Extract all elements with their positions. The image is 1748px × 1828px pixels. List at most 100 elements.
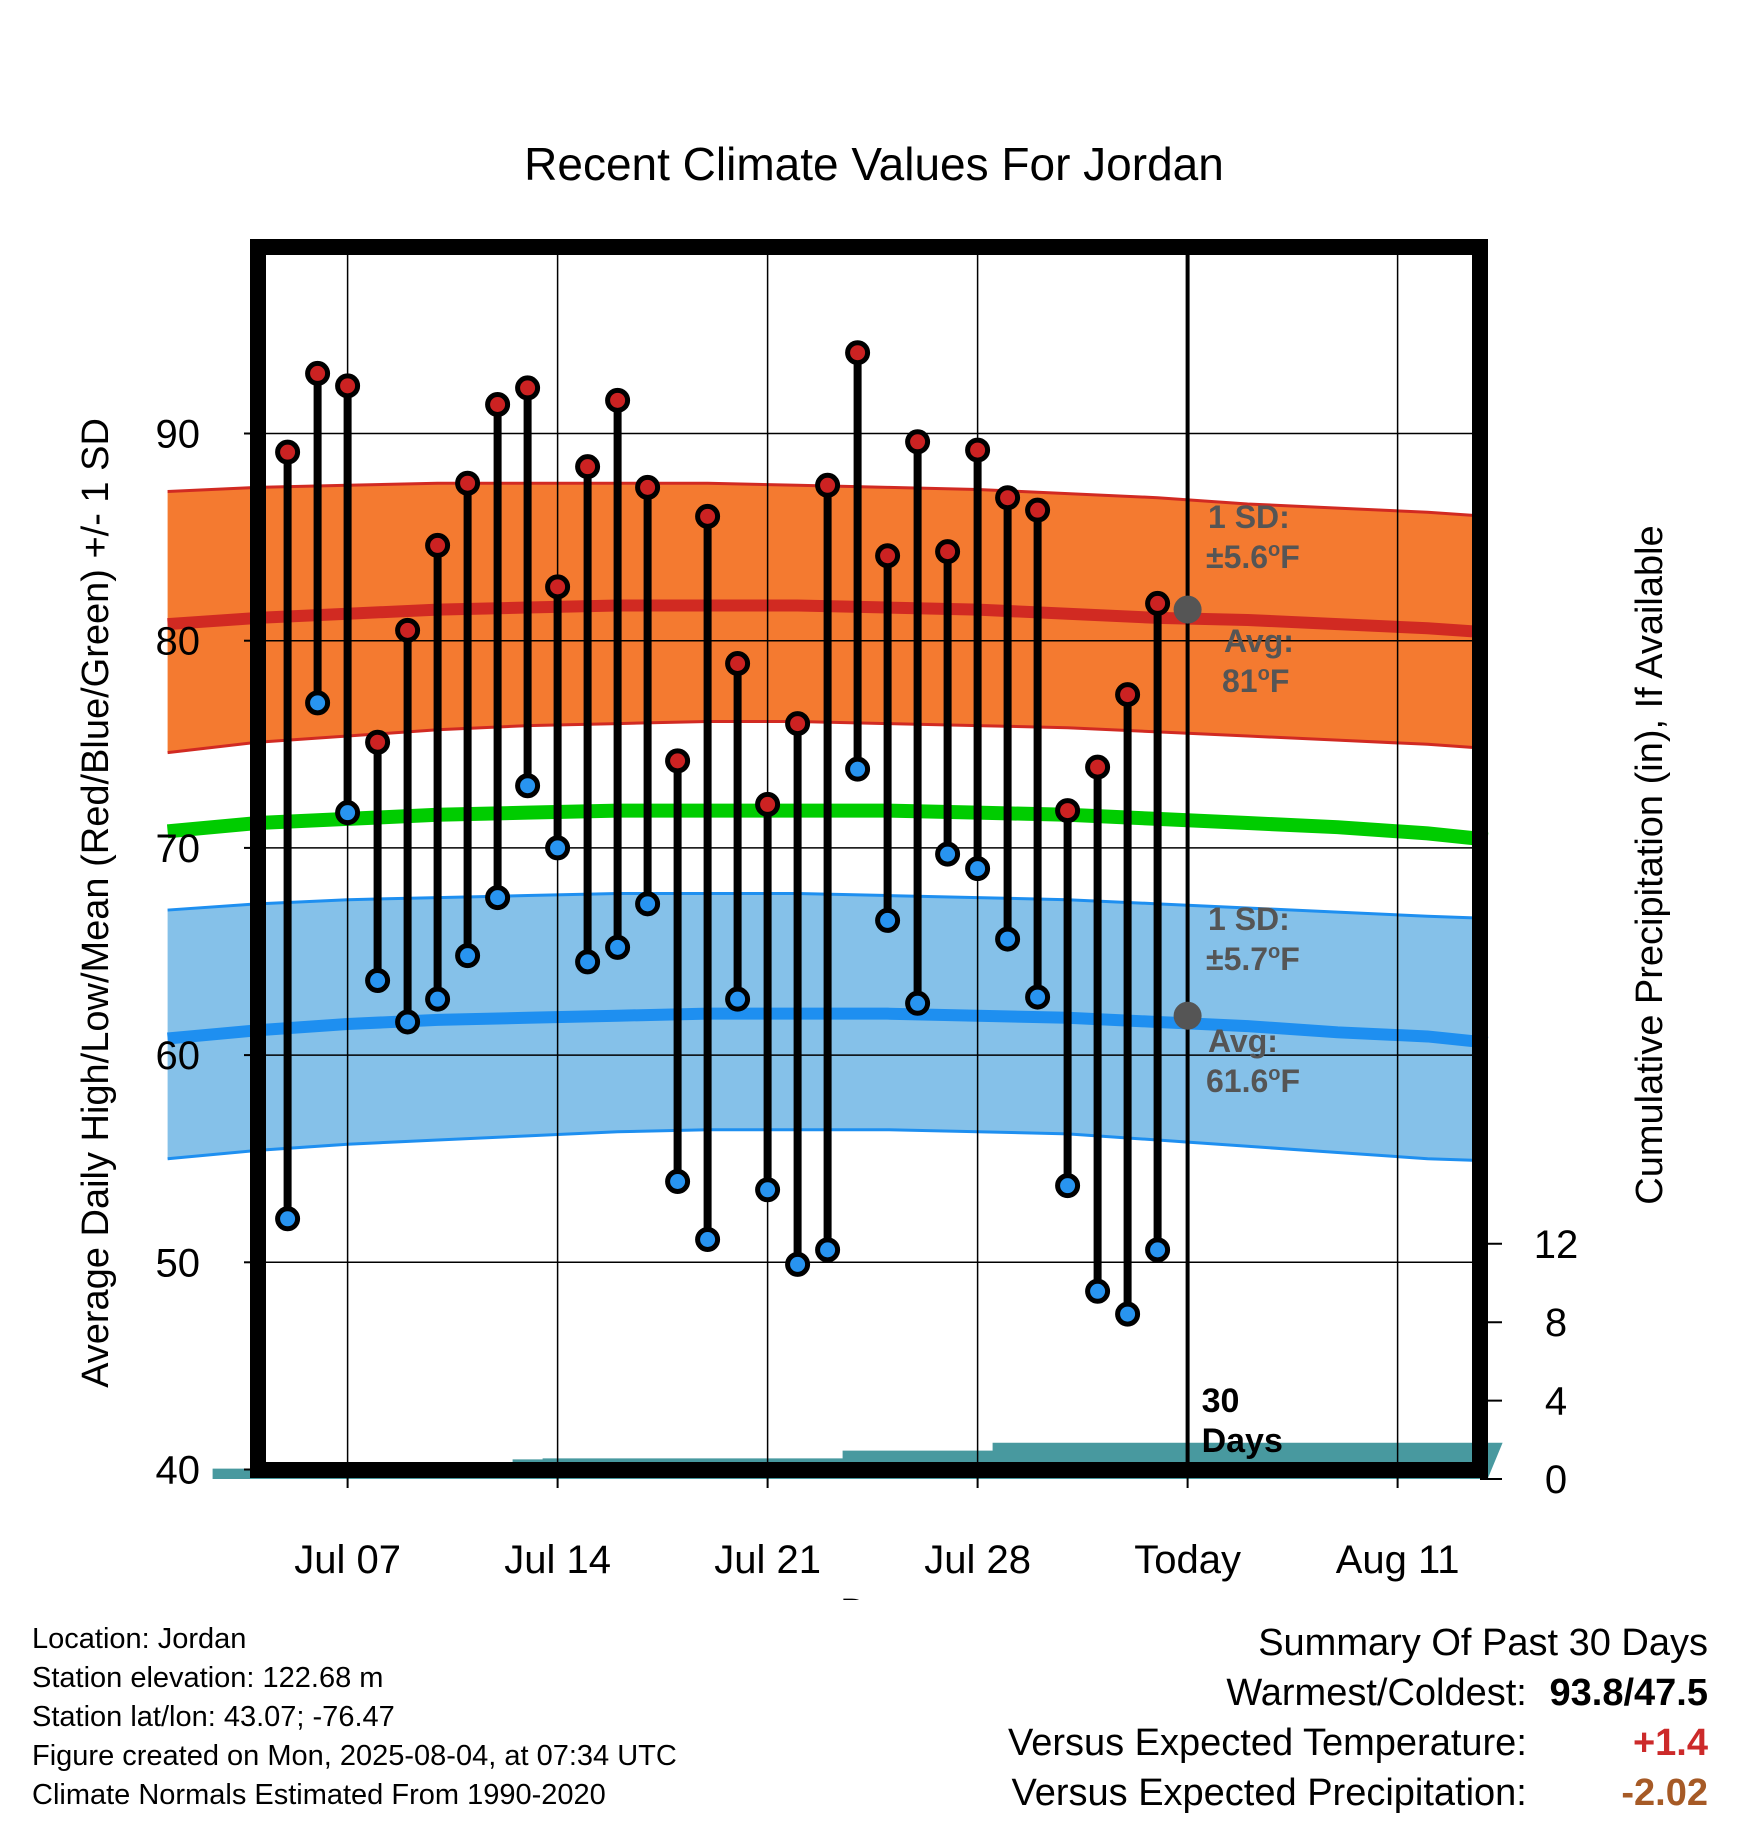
days-label-word: Days <box>1202 1422 1283 1460</box>
x-tick-label: Aug 11 <box>1336 1538 1460 1582</box>
normal-high-line <box>167 599 1489 639</box>
daily-high-point <box>845 340 871 366</box>
low-avg-label: Avg: <box>1208 1023 1278 1059</box>
high-sd-value: ±5.6oF <box>1206 539 1300 575</box>
daily-low-point <box>935 841 961 867</box>
daily-high-point <box>545 574 571 600</box>
daily-high-point <box>905 429 931 455</box>
daily-low-point <box>365 968 391 994</box>
daily-high-point <box>965 437 991 463</box>
warmest-value: 93.8/47.5 <box>1549 1672 1708 1714</box>
daily-low-point <box>725 986 751 1012</box>
normal-mean-line <box>166 803 1489 847</box>
daily-low-point <box>515 773 541 799</box>
summary-heading: Summary Of Past 30 Days <box>1258 1622 1708 1664</box>
high-sd-band-upper-edge <box>167 481 1488 518</box>
temp-value: +1.4 <box>1632 1722 1708 1764</box>
daily-values <box>275 340 1171 1327</box>
daily-low-point <box>1115 1301 1141 1327</box>
daily-low-point <box>575 949 601 975</box>
chart-title: Recent Climate Values For Jordan <box>524 138 1224 190</box>
y2-tick-label: 0 <box>1545 1458 1567 1502</box>
precip-label: Versus Expected Precipitation: <box>1011 1772 1527 1814</box>
daily-high-point <box>335 373 361 399</box>
daily-high-point <box>455 470 481 496</box>
low-sd-value: ±5.7oF <box>1206 941 1300 977</box>
daily-high-point <box>395 617 421 643</box>
days-label-number: 30 <box>1202 1382 1240 1420</box>
daily-low-point <box>665 1168 691 1194</box>
x-tick-label: Jul 14 <box>504 1538 611 1582</box>
high-avg-value: 81oF <box>1222 663 1289 699</box>
created-text: Figure created on Mon, 2025-08-04, at 07… <box>32 1740 677 1772</box>
y2-tick-label: 8 <box>1545 1301 1567 1345</box>
precip-value: -2.02 <box>1621 1772 1708 1814</box>
daily-low-point <box>305 690 331 716</box>
daily-high-point <box>605 387 631 413</box>
daily-high-point <box>875 543 901 569</box>
daily-high-point <box>1085 754 1111 780</box>
x-tick-label: Jul 21 <box>714 1538 821 1582</box>
high-sd-band-lower-edge <box>167 720 1488 755</box>
warmest-label: Warmest/Coldest: <box>1226 1672 1527 1714</box>
daily-low-point <box>995 926 1021 952</box>
daily-high-point <box>1145 590 1171 616</box>
x-tick-label: Jul 28 <box>924 1538 1031 1582</box>
daily-low-point <box>635 891 661 917</box>
daily-low-point <box>905 990 931 1016</box>
daily-high-point <box>815 472 841 498</box>
warmest-coldest-row: Warmest/Coldest: 93.8/47.5 <box>1008 1668 1708 1718</box>
daily-low-point <box>695 1227 721 1253</box>
y-tick-label: 60 <box>156 1034 201 1078</box>
low-avg-value: 61.6oF <box>1206 1063 1300 1099</box>
daily-low-point <box>1055 1173 1081 1199</box>
daily-high-point <box>635 474 661 500</box>
y2-tick-label: 4 <box>1545 1380 1567 1424</box>
y-tick-label: 40 <box>156 1449 201 1493</box>
y-axis-label: Average Daily High/Low/Mean (Red/Blue/Gr… <box>75 418 117 1388</box>
daily-high-point <box>275 439 301 465</box>
y-tick-label: 80 <box>156 620 201 664</box>
x-tick-label: Today <box>1134 1538 1241 1582</box>
grid-lines <box>258 247 1480 1471</box>
daily-low-point <box>785 1251 811 1277</box>
daily-low-point <box>545 835 571 861</box>
daily-high-point <box>425 532 451 558</box>
y-tick-label: 50 <box>156 1241 201 1285</box>
climate-chart: Recent Climate Values For Jordan 1 SD: ±5… <box>75 138 1671 1600</box>
axes: 40 50 60 70 80 90 0 4 8 12 Jul 07 Jul 14 Jul 21 Jul 2… <box>156 239 1579 1582</box>
y2-tick-label: 12 <box>1534 1223 1579 1267</box>
daily-low-point <box>395 1009 421 1035</box>
low-sd-label: 1 SD: <box>1208 901 1290 937</box>
daily-low-point <box>1085 1278 1111 1304</box>
daily-low-point <box>815 1237 841 1263</box>
high-sd-label: 1 SD: <box>1208 499 1290 535</box>
daily-high-point <box>995 485 1021 511</box>
daily-high-point <box>935 539 961 565</box>
daily-high-point <box>665 748 691 774</box>
x-axis-label: Day <box>840 1592 908 1600</box>
daily-low-point <box>425 986 451 1012</box>
daily-high-point <box>725 650 751 676</box>
y-tick-label: 70 <box>156 827 201 871</box>
temp-label: Versus Expected Temperature: <box>1007 1722 1527 1764</box>
high-avg-label: Avg: <box>1224 623 1294 659</box>
y-tick-label: 90 <box>156 413 201 457</box>
daily-high-point <box>1115 682 1141 708</box>
latlon-text: Station lat/lon: 43.07; -76.47 <box>32 1701 395 1733</box>
daily-low-point <box>455 943 481 969</box>
daily-low-point <box>605 934 631 960</box>
daily-low-point <box>485 885 511 911</box>
summary-panel: Summary Of Past 30 Days Warmest/Coldest:… <box>1008 1618 1708 1818</box>
daily-high-point <box>515 375 541 401</box>
daily-high-point <box>785 711 811 737</box>
daily-low-point <box>845 756 871 782</box>
daily-low-point <box>755 1177 781 1203</box>
daily-high-point <box>1055 798 1081 824</box>
precip-row: Versus Expected Precipitation: -2.02 <box>1008 1768 1708 1818</box>
y2-axis-label: Cumulative Precipitation (in), If Availa… <box>1629 525 1671 1204</box>
daily-high-point <box>755 791 781 817</box>
daily-low-point <box>1145 1237 1171 1263</box>
low-avg-marker <box>1173 1001 1202 1030</box>
low-sd-band-lower-edge <box>167 1128 1488 1163</box>
